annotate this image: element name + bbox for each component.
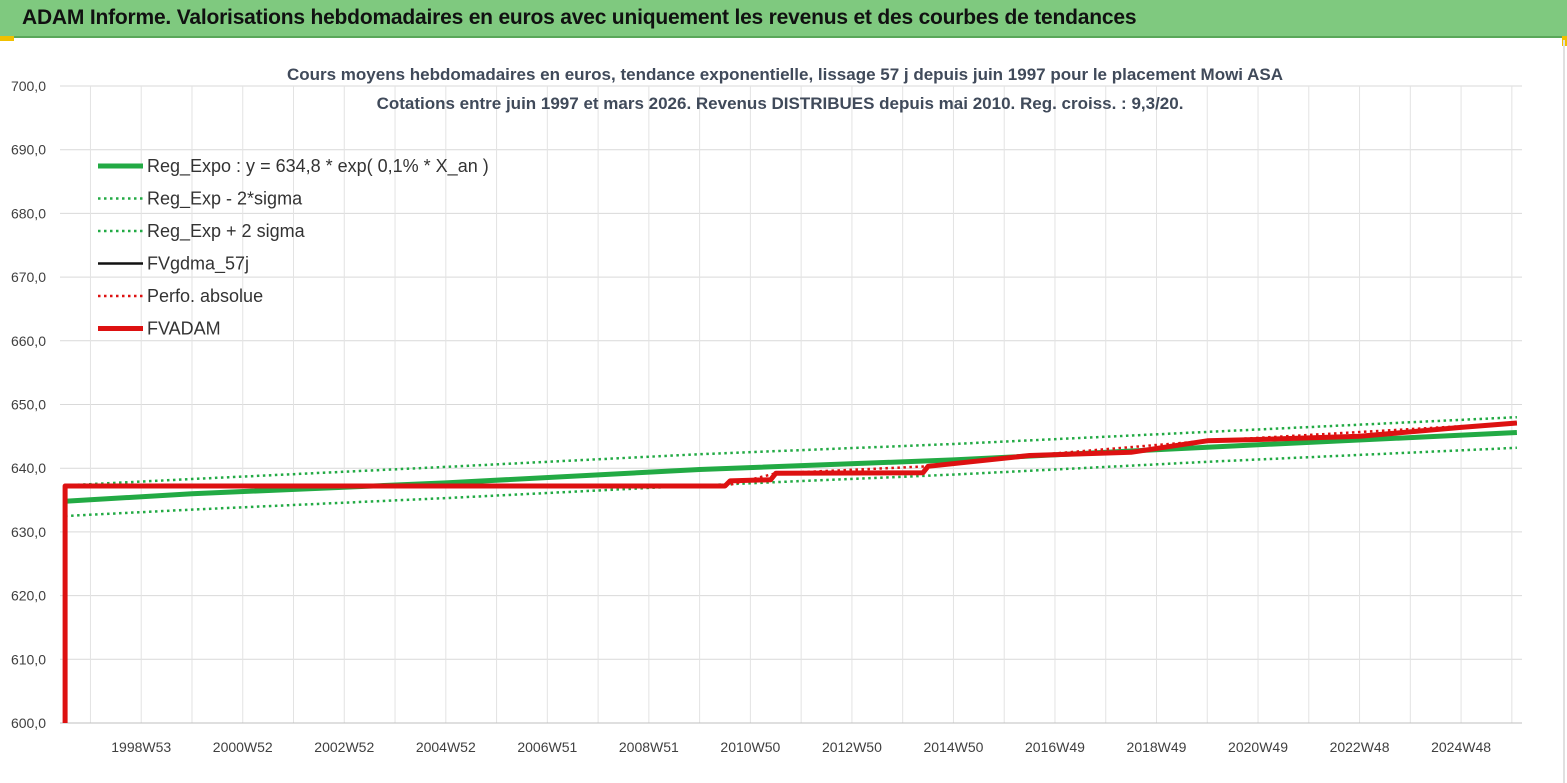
series-line-1 [65,446,1517,518]
x-tick-label: 2012W50 [822,739,882,755]
legend-label: Reg_Expo : y = 634,8 * exp( 0,1% * X_an … [147,156,489,177]
chart-subtitle: Cotations entre juin 1997 et mars 2026. … [377,94,1184,113]
legend-label: FVADAM [147,319,221,339]
y-tick-label: 660,0 [11,333,46,349]
legend: Reg_Expo : y = 634,8 * exp( 0,1% * X_an … [98,156,489,339]
accent-mark-left [0,36,14,41]
series-line-0 [64,430,1518,504]
x-tick-label: 2024W48 [1431,739,1491,755]
x-tick-label: 2018W49 [1127,739,1187,755]
x-tick-label: 2022W48 [1330,739,1390,755]
series-layer [62,415,1518,723]
x-tick-label: 2010W50 [720,739,780,755]
series-line-2 [65,415,1517,487]
legend-label: FVgdma_57j [147,254,249,275]
x-tick-label: 2004W52 [416,739,476,755]
chart-title: Cours moyens hebdomadaires en euros, ten… [287,65,1283,84]
right-edge-divider [1563,40,1565,783]
x-tick-label: 2000W52 [213,739,273,755]
legend-label: Reg_Exp + 2 sigma [147,221,306,242]
legend-label: Reg_Exp - 2*sigma [147,189,303,210]
x-tick-label: 2006W51 [517,739,577,755]
y-tick-label: 680,0 [11,205,46,221]
legend-label: Perfo. absolue [147,286,263,306]
y-tick-label: 640,0 [11,460,46,476]
x-tick-label: 2008W51 [619,739,679,755]
x-tick-label: 2002W52 [314,739,374,755]
header-bar: ADAM Informe. Valorisations hebdomadaire… [0,0,1567,38]
y-tick-label: 700,0 [11,78,46,94]
y-tick-label: 650,0 [11,397,46,413]
x-tick-label: 2016W49 [1025,739,1085,755]
y-tick-label: 670,0 [11,269,46,285]
y-tick-label: 600,0 [11,715,46,731]
y-tick-label: 610,0 [11,651,46,667]
grid-layer [60,85,1522,724]
x-tick-label: 1998W53 [111,739,171,755]
series-line-4 [65,421,1517,488]
x-tick-label: 2014W50 [923,739,983,755]
axis-layer: 600,0 610,0 620,0 630,0 640,0 650,0 660,0 670,0… [11,78,1522,755]
y-tick-label: 620,0 [11,588,46,604]
series-line-5 [62,420,1518,723]
page-title: ADAM Informe. Valorisations hebdomadaire… [22,6,1137,29]
x-tick-label: 2020W49 [1228,739,1288,755]
y-tick-label: 690,0 [11,142,46,158]
y-tick-label: 630,0 [11,524,46,540]
